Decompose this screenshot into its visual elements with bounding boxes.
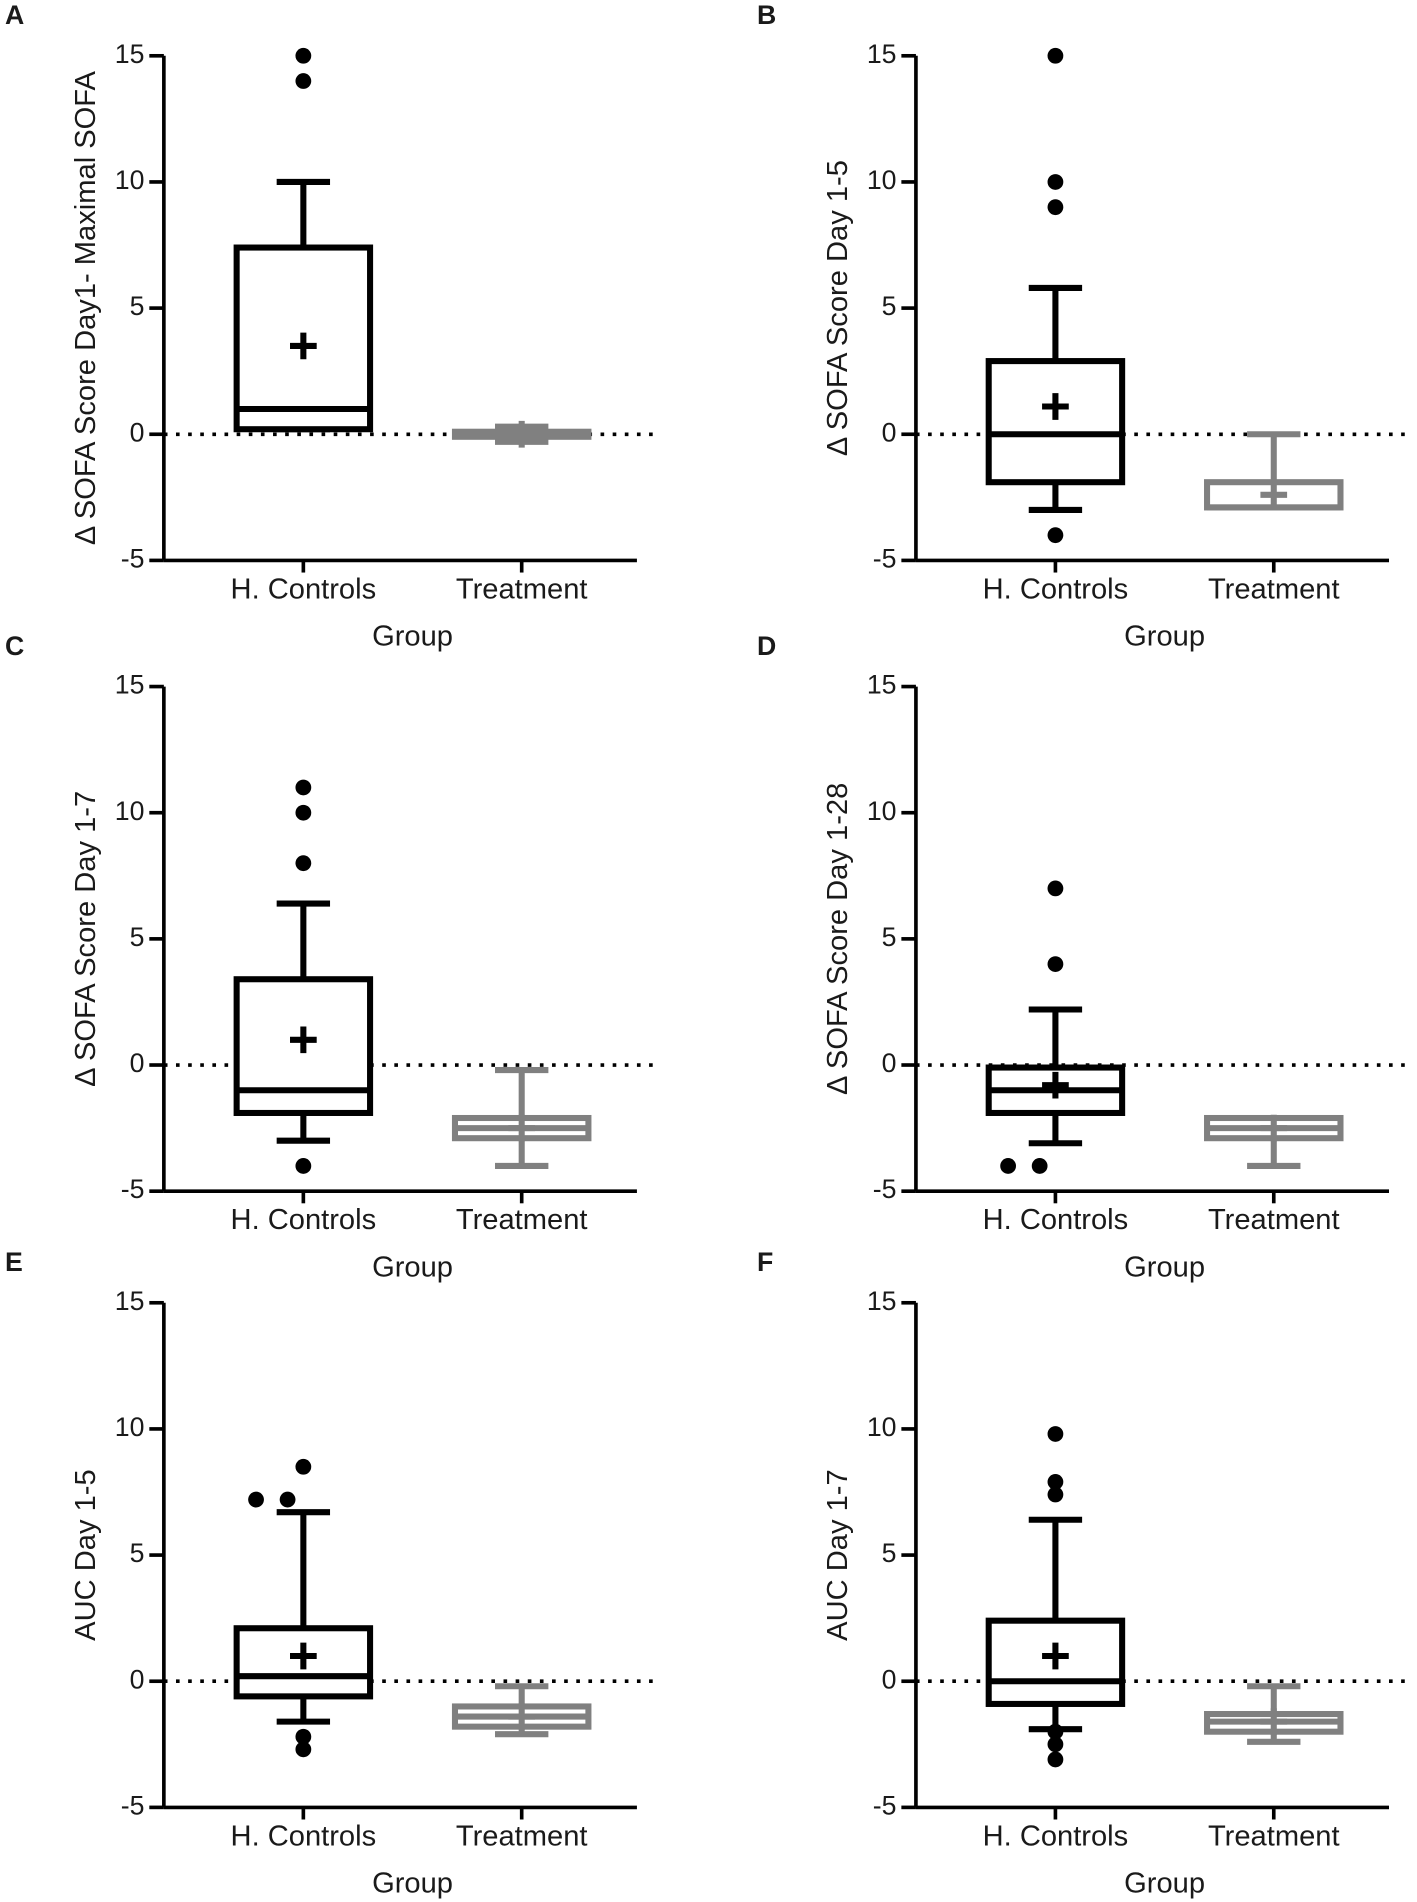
y-tick-label: 15 [867,39,897,69]
y-tick-label: 10 [115,165,145,195]
outlier [295,47,312,64]
panel-label: B [757,0,776,30]
y-axis-label: AUC Day 1-5 [70,1469,102,1640]
x-tick-label: H. Controls [983,1204,1129,1236]
y-tick-label: 5 [882,922,897,952]
y-tick-label: 10 [115,796,145,826]
mean-marker [1260,1708,1288,1735]
outlier [1047,1474,1064,1490]
x-tick-label: H. Controls [983,1820,1129,1852]
mean-marker [1260,481,1288,509]
mean-marker [290,1642,317,1670]
panel-label: F [757,1247,773,1277]
outlier [1047,199,1064,216]
y-tick-label: 15 [867,670,897,700]
panel-label: D [757,631,776,661]
panel-label: A [5,0,24,30]
outlier [295,1158,312,1174]
y-tick-label: -5 [873,1790,897,1820]
y-tick-label: 5 [130,291,145,321]
panel-label: E [5,1247,23,1277]
y-tick-label: 10 [867,796,897,826]
mean-marker [290,1026,317,1054]
mean-marker [1042,393,1069,420]
outlier [1000,1158,1016,1174]
y-tick-label: -5 [121,1790,145,1820]
y-axis-label: Δ SOFA Score Day 1-28 [822,783,854,1095]
y-tick-label: 10 [115,1412,145,1442]
x-axis-label: Group [1124,1868,1205,1900]
y-tick-label: 15 [115,670,145,700]
x-tick-label: H. Controls [231,1204,377,1236]
y-tick-label: 10 [867,1412,897,1442]
y-axis-label: AUC Day 1-7 [822,1469,854,1640]
y-axis-label: Δ SOFA Score Day 1-5 [822,160,854,456]
outlier [248,1491,264,1508]
outlier [295,1728,312,1745]
outlier [1047,1723,1064,1740]
y-tick-label: 5 [882,291,897,321]
y-tick-label: 0 [130,1048,145,1078]
y-tick-label: 15 [867,1286,897,1316]
x-axis-label: Group [1124,1251,1205,1283]
outlier [295,779,312,796]
mean-marker [1042,1071,1069,1099]
outlier [1047,880,1064,897]
outlier [295,804,312,821]
x-tick-label: H. Controls [231,573,377,605]
outlier [279,1491,296,1508]
x-axis-label: Group [1124,621,1205,653]
x-tick-label: Treatment [1208,1204,1340,1236]
outlier [1031,1158,1048,1174]
y-tick-label: -5 [873,1174,897,1204]
outlier [1047,1426,1064,1442]
y-axis-label: Δ SOFA Score Day 1-7 [70,791,102,1087]
y-tick-label: 5 [130,1538,145,1568]
x-tick-label: Treatment [456,573,588,605]
y-tick-label: 15 [115,39,145,69]
y-tick-label: 0 [882,417,897,447]
x-tick-label: Treatment [456,1820,588,1852]
y-tick-label: 0 [130,417,145,447]
y-tick-label: 5 [130,922,145,952]
outlier [1047,527,1064,544]
y-tick-label: 10 [867,165,897,195]
y-tick-label: 15 [115,1286,145,1316]
x-tick-label: H. Controls [231,1820,377,1852]
outlier [295,73,312,89]
y-tick-label: -5 [121,543,145,573]
x-axis-label: Group [372,1868,453,1900]
y-tick-label: -5 [873,543,897,573]
x-tick-label: Treatment [1208,1820,1340,1852]
x-tick-label: Treatment [456,1204,588,1236]
outlier [295,1458,312,1475]
y-tick-label: 0 [882,1664,897,1694]
outlier [295,1741,312,1758]
mean-marker [508,1703,536,1730]
mean-marker [1260,1114,1288,1142]
outlier [1047,1736,1064,1753]
y-tick-label: 5 [882,1538,897,1568]
mean-marker [1042,1642,1069,1670]
y-tick-label: 0 [130,1664,145,1694]
y-tick-label: -5 [121,1174,145,1204]
box [985,358,1126,486]
outlier [1047,1751,1064,1768]
outlier [295,855,312,872]
mean-marker [508,420,536,448]
panel-label: C [5,631,24,661]
x-axis-label: Group [372,621,453,653]
mean-marker [290,332,317,360]
outlier [1047,1486,1064,1503]
x-axis-label: Group [372,1251,453,1283]
outlier [1047,174,1064,190]
y-tick-label: 0 [882,1048,897,1078]
y-axis-label: Δ SOFA Score Day1- Maximal SOFA [70,71,102,546]
x-tick-label: Treatment [1208,573,1340,605]
outlier [1047,956,1064,972]
x-tick-label: H. Controls [983,573,1129,605]
mean-marker [508,1114,536,1142]
outlier [1047,47,1064,64]
